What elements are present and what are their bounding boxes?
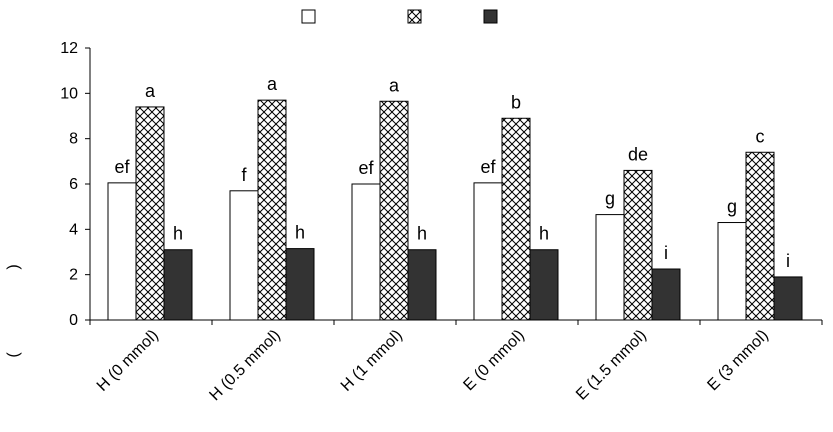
bar-open bbox=[717, 222, 747, 321]
significance-label: g bbox=[727, 197, 737, 217]
significance-label: h bbox=[539, 224, 549, 244]
significance-label: b bbox=[511, 92, 521, 112]
significance-label: a bbox=[145, 81, 156, 101]
significance-label: h bbox=[295, 223, 305, 243]
y-tick-label: 10 bbox=[60, 85, 78, 102]
significance-label: g bbox=[605, 189, 615, 209]
x-category-label: H (1 mmol) bbox=[338, 327, 406, 395]
x-category-label: H (0.5 mmol) bbox=[206, 327, 283, 404]
bar-hatched bbox=[623, 169, 653, 321]
bar-open bbox=[229, 190, 259, 321]
y-tick-label: 6 bbox=[69, 176, 78, 193]
bar-solid bbox=[163, 249, 193, 321]
significance-label: c bbox=[756, 126, 765, 146]
significance-label: ef bbox=[114, 157, 130, 177]
x-category-label: E (1.5 mmol) bbox=[573, 327, 650, 404]
bar-hatched bbox=[135, 106, 165, 321]
bar-hatched bbox=[501, 117, 531, 321]
y-tick-label: 2 bbox=[69, 267, 78, 284]
bar-open bbox=[473, 182, 503, 321]
significance-label: a bbox=[267, 74, 278, 94]
significance-label: h bbox=[417, 224, 427, 244]
y-tick-label: 0 bbox=[69, 312, 78, 329]
legend-swatch-solid bbox=[483, 9, 498, 24]
category-labels: H (0 mmol) H (0.5 mmol) H (1 mmol) E (0 mmo… bbox=[94, 327, 772, 404]
bar-solid bbox=[651, 268, 681, 321]
bar-open bbox=[107, 182, 137, 321]
bar-hatched bbox=[257, 99, 287, 321]
significance-label: h bbox=[173, 224, 183, 244]
significance-label: i bbox=[786, 251, 790, 271]
significance-label: ef bbox=[480, 157, 496, 177]
bar-open bbox=[595, 214, 625, 321]
significance-label: de bbox=[628, 144, 648, 164]
significance-label: ef bbox=[358, 158, 374, 178]
axes: 0 2 4 6 8 10 12 bbox=[60, 40, 823, 329]
data-labels: ef a h f a h ef a h ef b h g de i g c i bbox=[114, 74, 790, 271]
bars bbox=[107, 99, 803, 321]
significance-label: f bbox=[241, 165, 247, 185]
y-axis-label-open-paren: ( bbox=[5, 352, 22, 358]
y-tick-label: 8 bbox=[69, 131, 78, 148]
x-category-label: H (0 mmol) bbox=[94, 327, 162, 395]
significance-label: i bbox=[664, 243, 668, 263]
bar-solid bbox=[773, 276, 803, 321]
bar-hatched bbox=[379, 100, 409, 321]
x-category-label: E (0 mmol) bbox=[460, 327, 527, 394]
legend-swatch-hatched bbox=[407, 9, 422, 24]
y-axis-label-close-paren: ) bbox=[5, 264, 22, 269]
legend bbox=[301, 9, 498, 24]
bar-solid bbox=[285, 248, 315, 321]
bar-open bbox=[351, 183, 381, 321]
y-tick-label: 4 bbox=[69, 221, 78, 238]
y-tick-label: 12 bbox=[60, 40, 78, 57]
significance-label: a bbox=[389, 75, 400, 95]
x-category-label: E (3 mmol) bbox=[704, 327, 771, 394]
bar-solid bbox=[407, 249, 437, 321]
bar-hatched bbox=[745, 151, 775, 321]
bar-solid bbox=[529, 249, 559, 321]
legend-swatch-open bbox=[301, 9, 316, 24]
